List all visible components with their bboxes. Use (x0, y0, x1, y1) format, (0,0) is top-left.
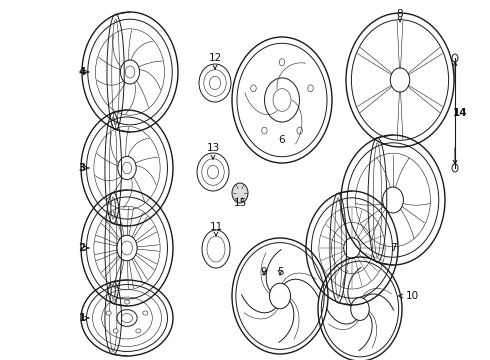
Ellipse shape (279, 59, 285, 66)
Ellipse shape (308, 85, 313, 92)
Ellipse shape (113, 329, 118, 333)
Text: 2: 2 (78, 243, 86, 253)
Ellipse shape (297, 127, 302, 134)
Ellipse shape (106, 311, 111, 315)
Ellipse shape (262, 127, 267, 134)
Text: 14: 14 (453, 108, 467, 118)
Text: 9: 9 (261, 267, 268, 277)
Text: 8: 8 (397, 9, 403, 22)
Text: 13: 13 (206, 143, 220, 159)
Text: 6: 6 (279, 135, 285, 145)
Ellipse shape (136, 329, 141, 333)
Text: 4: 4 (78, 67, 86, 77)
Text: 5: 5 (277, 267, 283, 277)
Text: 12: 12 (208, 53, 221, 69)
Text: 15: 15 (233, 198, 246, 208)
Text: 10: 10 (399, 291, 418, 301)
Text: 7: 7 (390, 243, 396, 253)
Ellipse shape (232, 183, 248, 203)
Ellipse shape (251, 85, 256, 92)
Text: 11: 11 (209, 222, 222, 236)
Text: 1: 1 (78, 313, 86, 323)
Ellipse shape (143, 311, 148, 315)
Ellipse shape (124, 300, 129, 304)
Text: 3: 3 (78, 163, 86, 173)
